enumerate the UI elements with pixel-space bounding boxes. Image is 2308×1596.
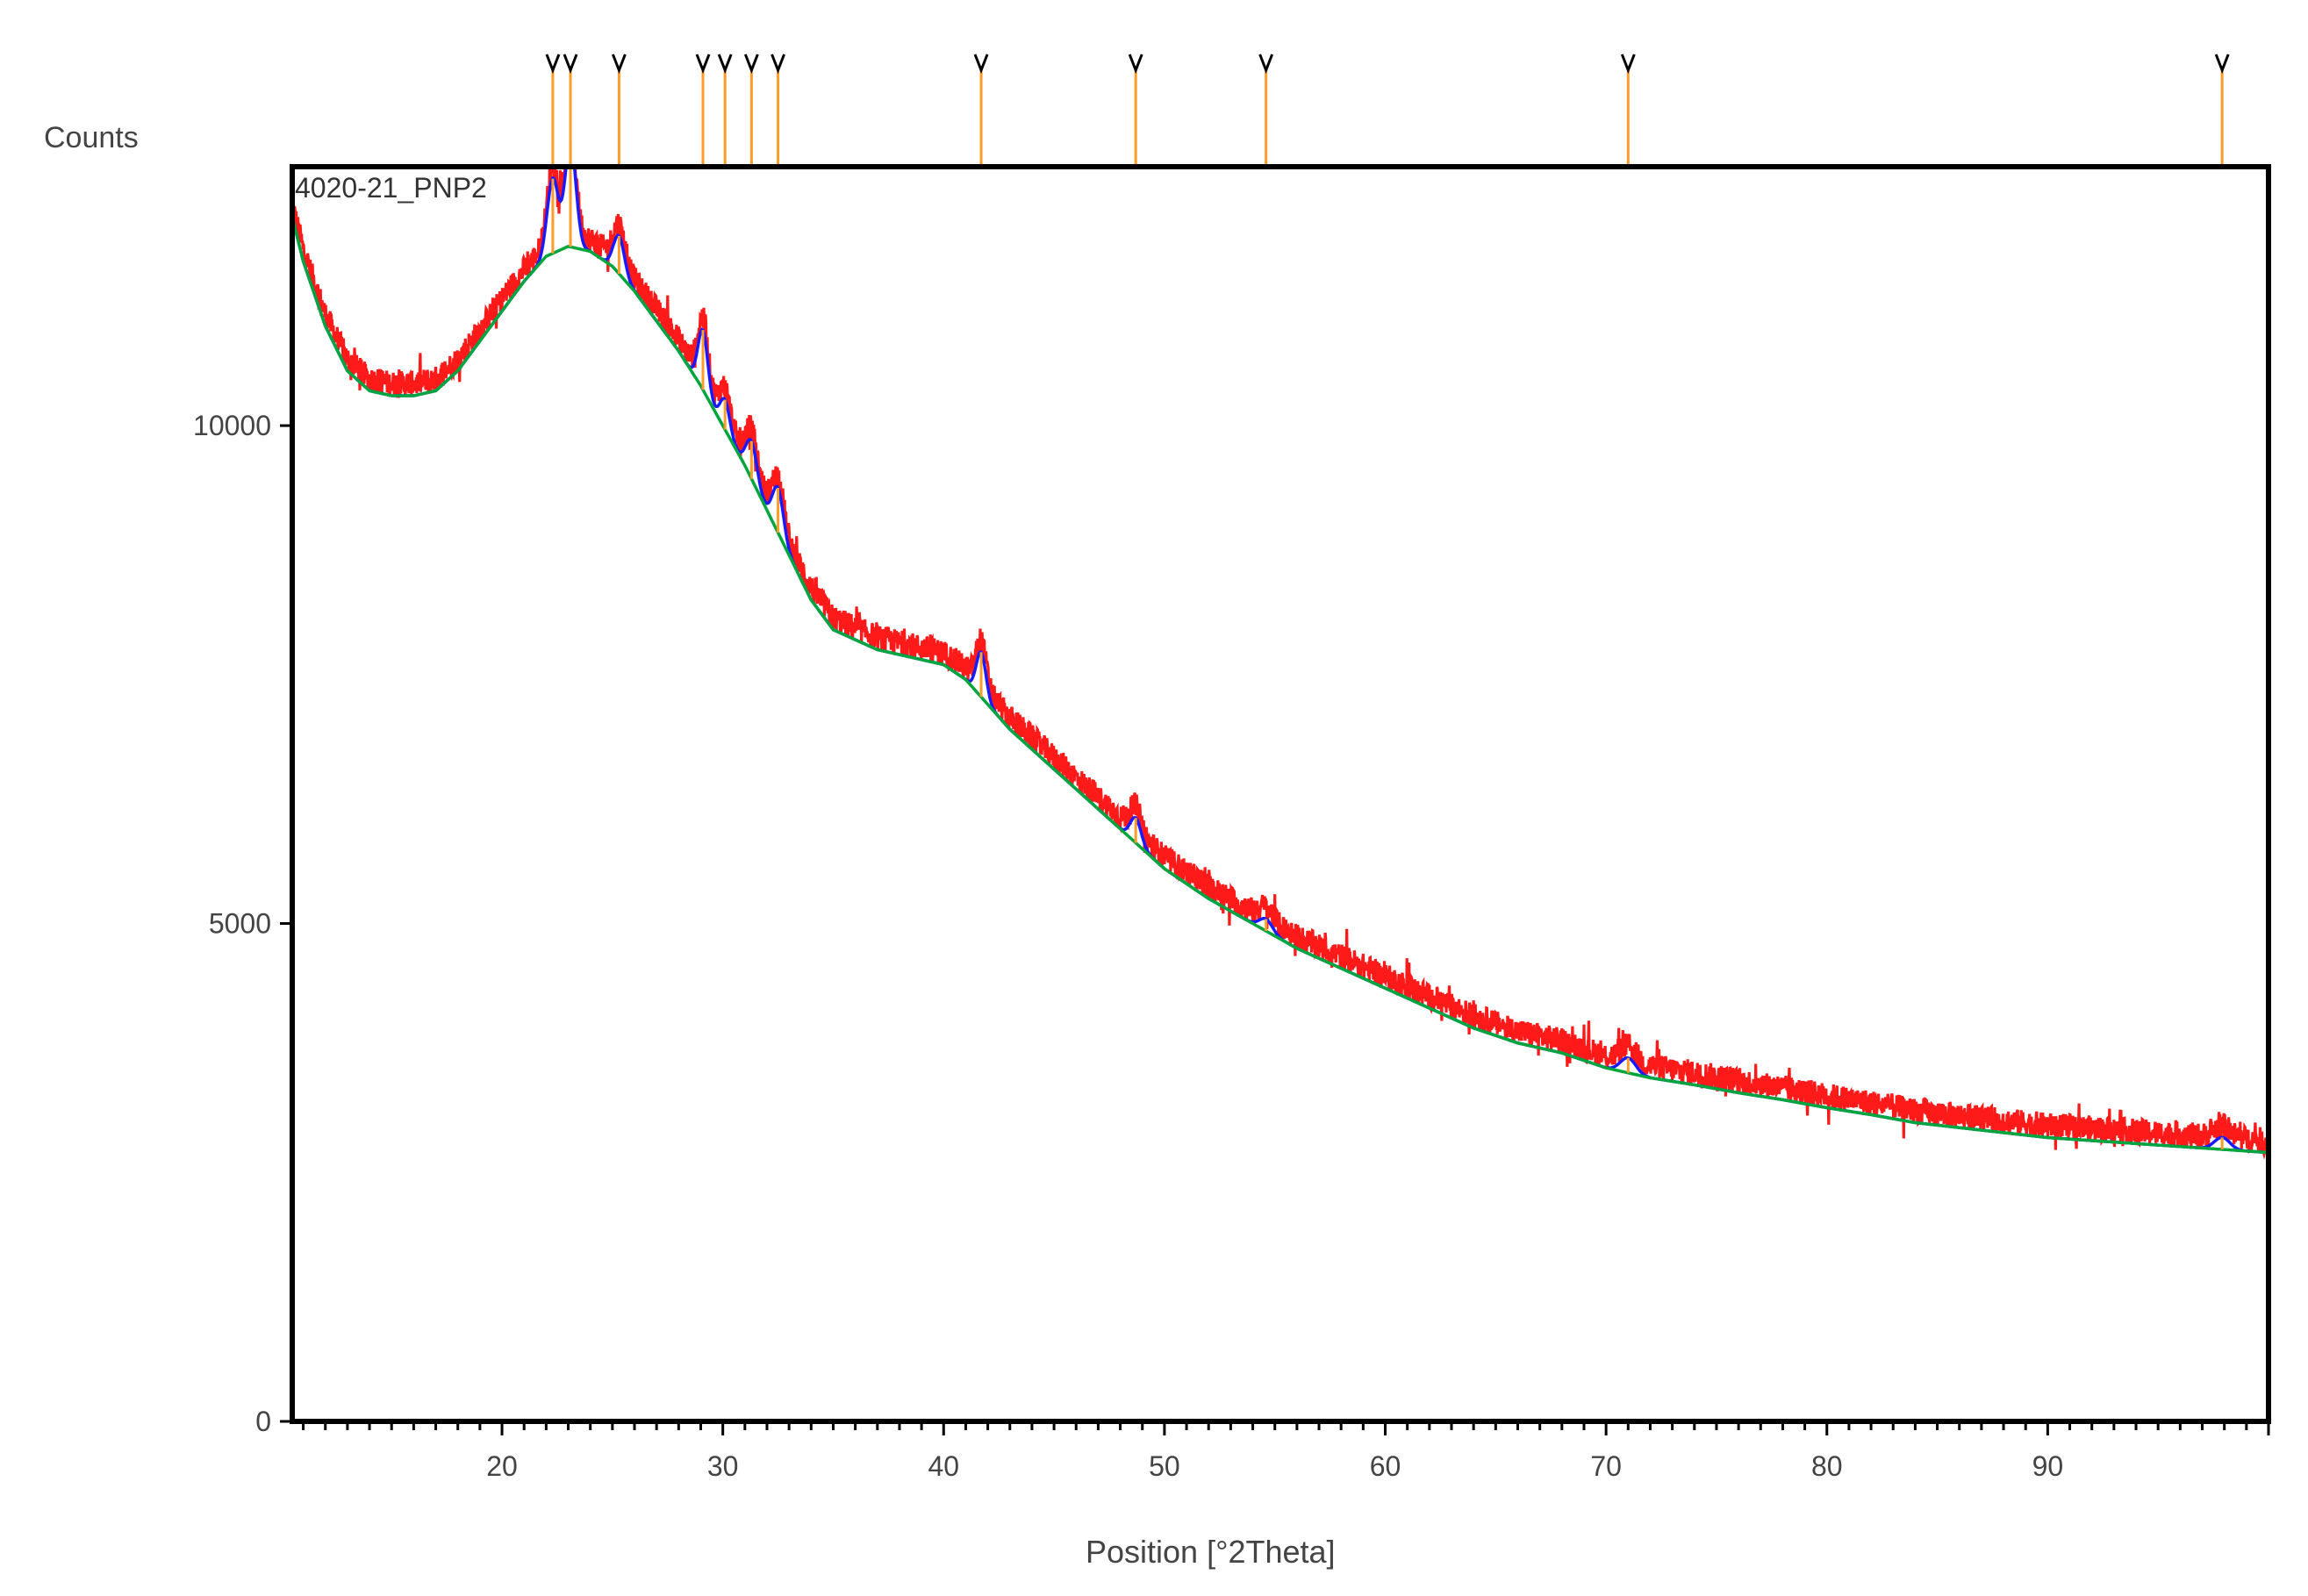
y-tick-label: 5000 (209, 908, 271, 940)
x-tick-label: 80 (1811, 1450, 1843, 1482)
y-tick-label: 10000 (193, 410, 271, 441)
x-tick-label: 60 (1370, 1450, 1401, 1482)
sample-name-label: 4020-21_PNP2 (295, 172, 487, 204)
y-tick-label: 0 (255, 1406, 271, 1437)
calculated-pattern-line (292, 167, 2269, 1155)
x-tick-label: 40 (928, 1450, 959, 1482)
reference-marker-head-7 (973, 54, 989, 75)
reference-marker-head-0 (545, 54, 561, 75)
background-line (292, 216, 2269, 1155)
observed-pattern-line (292, 167, 2269, 1160)
reference-marker-head-5 (743, 54, 759, 75)
reference-marker-head-10 (1620, 54, 1636, 75)
reference-marker-head-6 (771, 54, 785, 75)
x-tick-label: 20 (486, 1450, 518, 1482)
reference-marker-head-11 (2214, 54, 2230, 75)
reference-marker-head-4 (717, 54, 733, 75)
reference-marker-head-1 (563, 54, 578, 75)
x-tick-label: 30 (707, 1450, 739, 1482)
reference-marker-head-8 (1128, 54, 1143, 75)
plot-frame (290, 164, 2271, 1424)
x-tick-label: 90 (2032, 1450, 2064, 1482)
x-tick-label: 70 (1590, 1450, 1622, 1482)
reference-marker-head-2 (611, 54, 627, 75)
reference-marker-head-3 (695, 54, 711, 75)
reference-marker-head-9 (1258, 54, 1274, 75)
x-tick-label: 50 (1149, 1450, 1180, 1482)
x-axis-label: Position [°2Theta] (1086, 1534, 1336, 1570)
y-axis-label: Counts (44, 121, 139, 154)
